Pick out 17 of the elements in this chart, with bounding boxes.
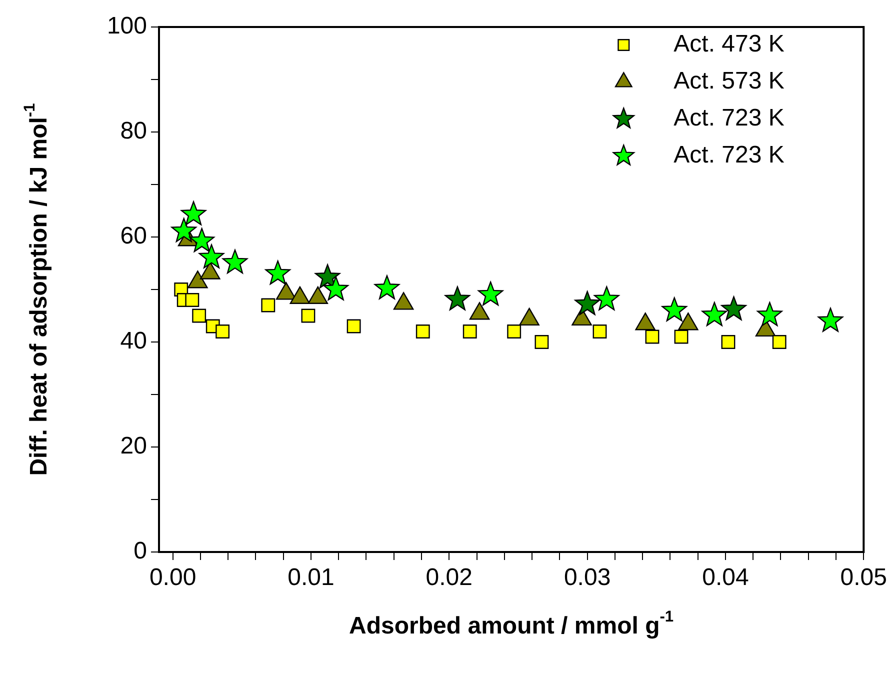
x-tick-label: 0.04 — [702, 564, 749, 592]
x-tick-label: 0.03 — [564, 564, 611, 592]
legend-label: Act. 723 K — [674, 104, 784, 132]
x-tick-label: 0.00 — [149, 564, 196, 592]
legend-label: Act. 473 K — [674, 30, 784, 58]
y-tick-label: 40 — [120, 328, 147, 355]
legend-label: Act. 723 K — [674, 142, 784, 169]
x-tick-label: 0.01 — [288, 564, 334, 592]
x-tick-label: 0.02 — [426, 564, 473, 592]
y-tick-label: 80 — [120, 118, 147, 145]
x-tick-label: 0.05 — [840, 564, 888, 592]
y-axis-title: Diff. heat of adsorption / kJ mol-1 — [22, 102, 53, 476]
y-tick-label: 20 — [120, 432, 147, 460]
y-tick-label: 100 — [106, 12, 147, 40]
y-tick-label: 60 — [120, 222, 147, 250]
y-tick-label: 0 — [134, 538, 147, 565]
legend-label: Act. 573 K — [674, 68, 784, 95]
